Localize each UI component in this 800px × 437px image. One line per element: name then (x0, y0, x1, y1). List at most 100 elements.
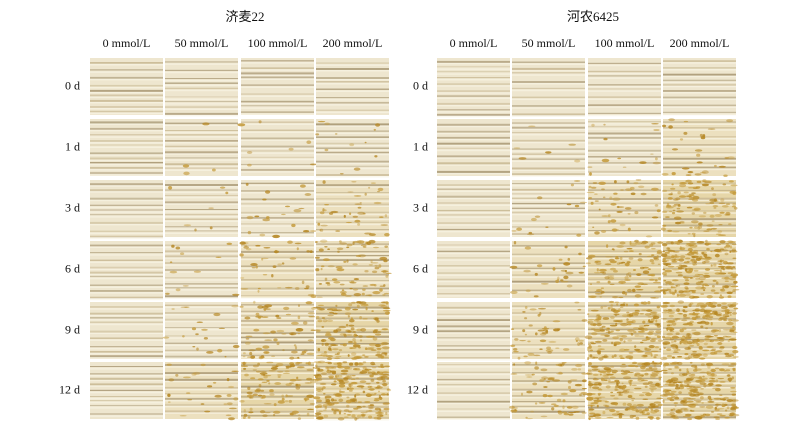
lesion-spot (650, 410, 658, 414)
lesion-spot (348, 384, 352, 388)
lesion-spot (648, 330, 655, 333)
leaf-highlight (512, 190, 585, 193)
lesion-spot (732, 312, 737, 315)
leaf-vein (437, 228, 510, 231)
lesion-spot (660, 394, 667, 397)
lesion-spot (603, 367, 611, 371)
lesion-spot (296, 247, 299, 251)
lesion-spot (697, 339, 705, 343)
lesion-spot (624, 262, 630, 267)
leaf-highlight (588, 184, 661, 187)
lesion-spot (357, 223, 361, 226)
lesion-spot (369, 387, 375, 391)
lesion-spot (683, 120, 689, 123)
lesion-spot (686, 383, 690, 387)
lesion-spot (687, 355, 693, 359)
lesion-spot (664, 269, 673, 273)
lesion-spot (602, 271, 606, 275)
leaf-highlight (241, 95, 314, 97)
lesion-spot (312, 378, 321, 381)
leaf-highlight (165, 297, 238, 299)
lesion-spot (635, 289, 644, 291)
leaf-highlight (241, 113, 314, 115)
lesion-spot (323, 351, 327, 354)
lesion-spot (687, 182, 694, 185)
lesion-spot (653, 365, 657, 367)
lesion-spot (373, 416, 380, 420)
lesion-spot (261, 305, 269, 309)
lesion-spot (729, 314, 732, 316)
leaf-vein (316, 81, 389, 83)
lesion-spot (628, 379, 632, 384)
leaf-image (239, 300, 317, 360)
lesion-spot (338, 398, 344, 402)
lesion-spot (675, 332, 680, 336)
lesion-spot (590, 309, 599, 312)
lesion-spot (590, 328, 596, 330)
lesion-spot (703, 275, 711, 278)
lesion-spot (362, 246, 367, 248)
leaf-vein (90, 121, 163, 124)
leaf-highlight (588, 72, 661, 75)
lesion-spot (712, 387, 720, 390)
leaf-vein (437, 162, 510, 165)
lesion-spot (676, 207, 681, 210)
lesion-spot (215, 256, 222, 258)
lesion-spot (315, 405, 319, 409)
lesion-spot (365, 306, 368, 311)
lesion-spot (327, 248, 330, 250)
leaf-highlight (663, 260, 736, 263)
lesion-spot (378, 304, 386, 307)
lesion-spot (264, 339, 273, 341)
leaf-vein (437, 222, 510, 224)
leaf-highlight (90, 146, 163, 148)
lesion-spot (707, 395, 712, 400)
lesion-spot (569, 389, 577, 393)
lesion-spot (701, 183, 710, 187)
leaf-vein (90, 317, 163, 319)
lesion-spot (650, 408, 654, 411)
lesion-spot (285, 394, 288, 398)
lesion-spot (262, 274, 268, 276)
leaf-vein (241, 415, 314, 417)
leaf-vein (316, 109, 389, 111)
leaf-highlight (663, 123, 736, 125)
lesion-spot (354, 203, 363, 206)
leaf-vein (90, 94, 163, 97)
leaf-vein (663, 243, 736, 245)
row-label: 9 d (413, 322, 428, 336)
column-header: 50 mmol/L (175, 36, 229, 50)
lesion-spot (193, 270, 201, 273)
leaf-vein (512, 72, 585, 74)
lesion-spot (355, 334, 359, 337)
lesion-spot (226, 242, 233, 245)
lesion-spot (659, 348, 662, 351)
lesion-spot (588, 408, 594, 412)
lesion-spot (662, 243, 668, 247)
lesion-spot (350, 381, 358, 385)
lesion-spot (731, 243, 737, 246)
lesion-spot (175, 246, 181, 250)
lesion-spot (318, 410, 323, 413)
lesion-spot (244, 316, 251, 320)
lesion-spot (327, 314, 334, 317)
leaf-image (314, 239, 392, 299)
leaf-vein (663, 83, 736, 86)
lesion-spot (647, 268, 651, 271)
leaf-vein (316, 343, 389, 345)
lesion-spot (620, 189, 624, 191)
lesion-spot (250, 263, 258, 266)
lesion-spot (615, 310, 620, 313)
lesion-spot (567, 257, 571, 261)
lesion-spot (243, 367, 247, 370)
lesion-spot (270, 330, 276, 334)
leaf-highlight (241, 219, 314, 221)
lesion-spot (340, 373, 348, 375)
lesion-spot (560, 279, 564, 282)
leaf-highlight (165, 186, 238, 188)
lesion-spot (256, 370, 261, 373)
lesion-spot (639, 411, 644, 414)
leaf-vein (588, 182, 661, 184)
lesion-spot (612, 336, 619, 340)
lesion-spot (653, 129, 660, 131)
